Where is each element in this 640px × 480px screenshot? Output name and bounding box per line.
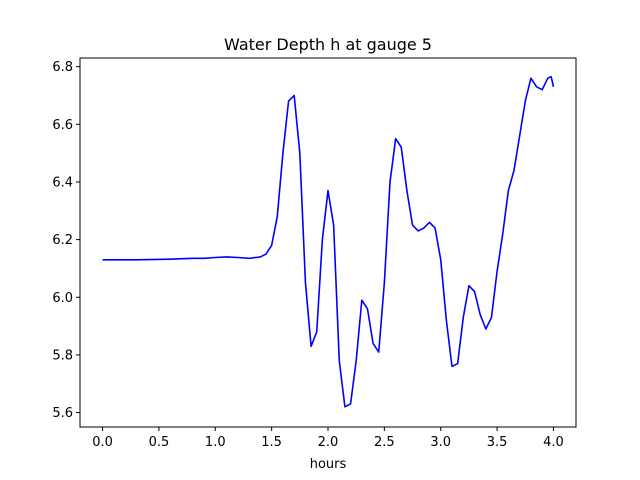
y-axis: 5.6 5.8 6.0 6.2 6.4 6.6 6.8: [52, 60, 80, 421]
series-layer: [102, 75, 555, 408]
y-tick-label: 6.8: [52, 60, 73, 75]
x-tick-label: 0.0: [92, 435, 113, 450]
x-axis: 0.0 0.5 1.0 1.5 2.0 2.5 3.0 3.5 4.0: [92, 427, 564, 450]
x-tick-label: 1.0: [205, 435, 226, 450]
series-line-0: [102, 75, 555, 408]
y-tick-label: 6.4: [52, 175, 73, 190]
chart-title: Water Depth h at gauge 5: [224, 35, 432, 54]
x-tick-label: 0.5: [149, 435, 170, 450]
x-tick-label: 2.0: [318, 435, 339, 450]
x-tick-label: 2.5: [374, 435, 395, 450]
x-tick-label: 3.0: [430, 435, 451, 450]
y-tick-label: 6.0: [52, 291, 73, 306]
x-axis-label: hours: [310, 457, 347, 472]
x-tick-label: 3.5: [487, 435, 508, 450]
y-tick-label: 6.6: [52, 118, 73, 133]
x-tick-label: 4.0: [543, 435, 564, 450]
y-tick-label: 6.2: [52, 233, 73, 248]
y-tick-label: 5.6: [52, 406, 73, 421]
x-tick-label: 1.5: [261, 435, 282, 450]
y-tick-label: 5.8: [52, 348, 73, 363]
